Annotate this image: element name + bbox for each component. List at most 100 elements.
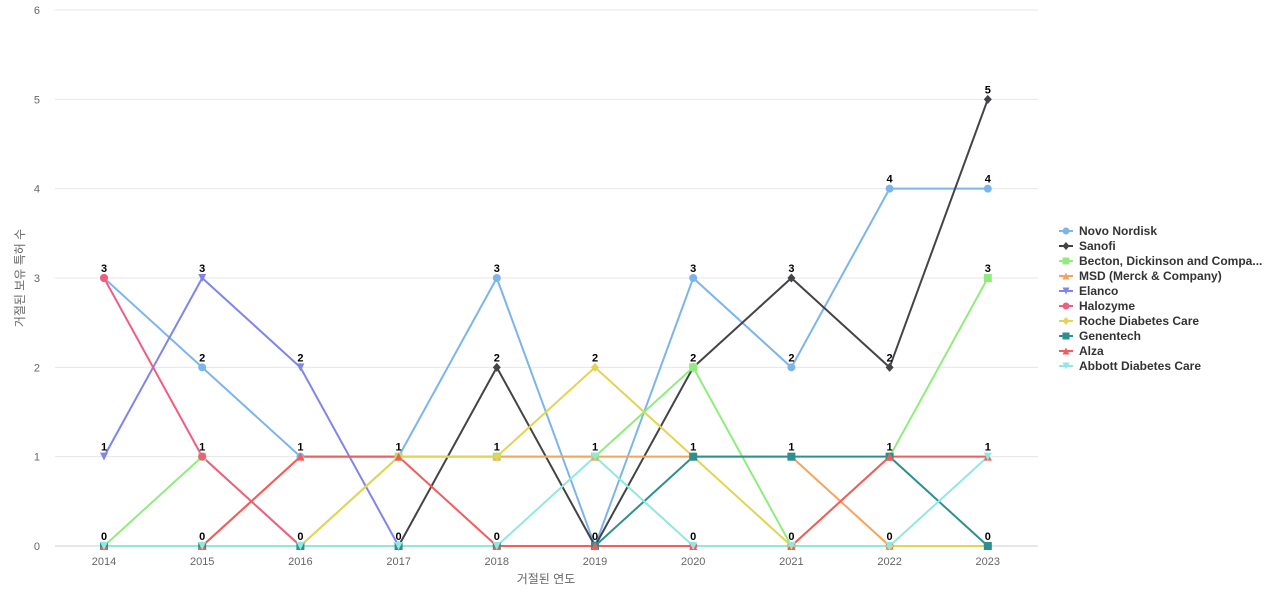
data-point[interactable] (198, 542, 207, 550)
y-tick-label: 0 (34, 541, 40, 553)
data-point[interactable] (296, 542, 305, 550)
data-point[interactable] (100, 274, 108, 282)
legend-item[interactable]: Elanco (1059, 284, 1118, 298)
data-label: 3 (199, 263, 205, 275)
data-label: 0 (690, 531, 696, 543)
data-point[interactable] (983, 274, 992, 282)
legend-marker-icon (1062, 302, 1070, 310)
data-point[interactable] (983, 184, 992, 193)
data-label: 4 (887, 174, 894, 186)
data-point[interactable] (787, 363, 796, 372)
legend-marker-icon (1062, 227, 1070, 235)
legend-label: Alza (1079, 344, 1104, 358)
x-tick-label: 2023 (976, 556, 1000, 568)
data-label: 0 (592, 531, 598, 543)
legend-marker-icon (1062, 332, 1070, 340)
data-point[interactable] (885, 362, 894, 372)
data-point[interactable] (100, 542, 108, 550)
legend-item[interactable]: Novo Nordisk (1059, 224, 1157, 238)
legend-marker-icon (1062, 347, 1070, 355)
legend-item[interactable]: MSD (Merck & Company) (1059, 269, 1222, 283)
data-point[interactable] (591, 452, 599, 461)
data-label: 2 (592, 352, 598, 364)
series-lines (103, 98, 989, 547)
data-label: 1 (690, 442, 696, 454)
data-point[interactable] (885, 542, 894, 550)
data-point[interactable] (296, 363, 305, 372)
x-tick-label: 2022 (877, 556, 901, 568)
data-label: 0 (494, 531, 500, 543)
series-line (103, 455, 989, 547)
legend-label: Becton, Dickinson and Compa... (1079, 254, 1262, 268)
y-tick-label: 1 (34, 452, 40, 464)
series-line (103, 98, 989, 547)
data-point[interactable] (198, 274, 207, 282)
y-tick-label: 2 (34, 362, 40, 374)
data-point[interactable] (983, 452, 992, 461)
legend-label: Abbott Diabetes Care (1079, 359, 1201, 373)
data-label: 1 (494, 442, 500, 454)
data-point[interactable] (591, 542, 599, 550)
data-point[interactable] (983, 542, 992, 550)
data-label: 3 (985, 263, 991, 275)
data-label: 5 (985, 84, 991, 96)
y-tick-label: 5 (34, 94, 40, 106)
legend-marker-icon (1062, 272, 1070, 280)
data-label: 2 (494, 352, 500, 364)
x-tick-label: 2016 (288, 556, 312, 568)
legend-item[interactable]: Abbott Diabetes Care (1059, 359, 1201, 373)
data-point[interactable] (198, 452, 207, 461)
legend-label: Elanco (1079, 284, 1118, 298)
data-point[interactable] (885, 452, 894, 461)
legend-item[interactable]: Sanofi (1059, 239, 1116, 253)
data-label: 1 (199, 442, 205, 454)
data-point[interactable] (787, 542, 796, 550)
data-label: 1 (101, 442, 107, 454)
x-tick-label: 2021 (779, 556, 803, 568)
legend-item[interactable]: Genentech (1059, 329, 1141, 343)
data-label: 3 (101, 263, 107, 275)
data-point[interactable] (689, 363, 698, 372)
data-point[interactable] (492, 274, 501, 282)
legend-item[interactable]: Alza (1059, 344, 1104, 358)
data-label: 4 (985, 174, 992, 186)
y-axis-title: 거절된 보유 특허 수 (13, 229, 27, 327)
data-point[interactable] (689, 542, 698, 550)
data-point[interactable] (296, 452, 305, 461)
gridlines (55, 9, 1038, 547)
data-point[interactable] (100, 452, 108, 461)
data-label: 0 (297, 531, 303, 543)
legend-label: Genentech (1079, 329, 1141, 343)
data-point[interactable] (492, 362, 501, 372)
data-point[interactable] (689, 452, 698, 461)
series-markers (100, 94, 992, 551)
data-label: 2 (887, 352, 893, 364)
data-point[interactable] (492, 452, 501, 462)
legend-item[interactable]: Roche Diabetes Care (1059, 314, 1199, 328)
legend-marker-icon (1062, 362, 1070, 370)
data-labels: 5 4 4 3 3 3 3 3 3 2 2 2 2 2 2 2 1 1 1 1 1 1 1 1 1 1 0 0 0 0 0 0 0 0 0 0 (101, 84, 992, 543)
legend-item[interactable]: Becton, Dickinson and Compa... (1059, 254, 1262, 268)
data-point[interactable] (787, 273, 796, 283)
legend-label: Novo Nordisk (1079, 224, 1157, 238)
data-point[interactable] (492, 542, 501, 550)
data-point[interactable] (198, 363, 207, 372)
data-point[interactable] (394, 542, 403, 550)
data-point[interactable] (689, 274, 698, 282)
data-point[interactable] (787, 452, 796, 461)
data-point[interactable] (885, 184, 894, 193)
data-point[interactable] (983, 94, 992, 104)
x-tick-label: 2019 (583, 556, 607, 568)
data-point[interactable] (591, 362, 599, 372)
data-label: 0 (101, 531, 107, 543)
x-tick-label: 2015 (190, 556, 214, 568)
data-label: 2 (297, 352, 303, 364)
legend-item[interactable]: Halozyme (1059, 299, 1135, 313)
data-label: 2 (690, 352, 696, 364)
data-point[interactable] (394, 452, 403, 461)
y-tick-label: 6 (34, 5, 40, 17)
